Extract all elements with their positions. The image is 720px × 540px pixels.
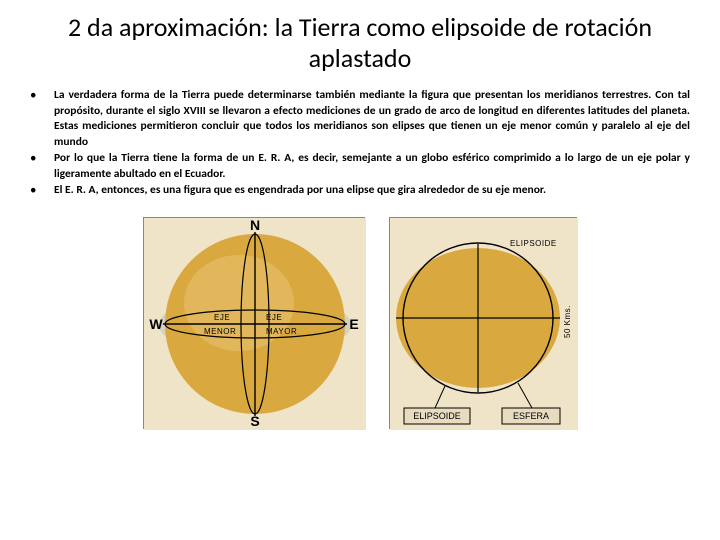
svg-text:N: N bbox=[250, 218, 260, 233]
bullet-dot: • bbox=[30, 151, 54, 182]
svg-text:W: W bbox=[149, 316, 163, 332]
bullet-text: La verdadera forma de la Tierra puede de… bbox=[54, 88, 690, 150]
list-item: • El E. R. A, entonces, es una figura qu… bbox=[30, 183, 690, 199]
svg-text:50 Kms.: 50 Kms. bbox=[563, 305, 572, 338]
bullet-text: El E. R. A, entonces, es una figura que … bbox=[54, 183, 690, 199]
bullet-text: Por lo que la Tierra tiene la forma de u… bbox=[54, 151, 690, 182]
figures-row: N S W E EJE EJE MENOR MAYOR bbox=[24, 217, 696, 429]
svg-text:ESFERA: ESFERA bbox=[513, 411, 549, 421]
svg-text:EJE: EJE bbox=[266, 313, 282, 322]
svg-text:EJE: EJE bbox=[214, 313, 230, 322]
slide: 2 da aproximación: la Tierra como elipso… bbox=[0, 0, 720, 540]
svg-text:S: S bbox=[250, 413, 259, 429]
list-item: • La verdadera forma de la Tierra puede … bbox=[30, 88, 690, 150]
figure-ellipsoid-vs-sphere: ELIPSOIDE 50 Kms. ELIPSOIDE ESFERA bbox=[389, 217, 577, 429]
figure-earth-axes: N S W E EJE EJE MENOR MAYOR bbox=[143, 217, 365, 429]
bullet-dot: • bbox=[30, 88, 54, 150]
slide-title: 2 da aproximación: la Tierra como elipso… bbox=[24, 12, 696, 74]
svg-text:E: E bbox=[349, 316, 358, 332]
list-item: • Por lo que la Tierra tiene la forma de… bbox=[30, 151, 690, 182]
svg-text:MENOR: MENOR bbox=[204, 327, 236, 336]
bullet-list: • La verdadera forma de la Tierra puede … bbox=[24, 88, 696, 199]
svg-text:ELIPSOIDE: ELIPSOIDE bbox=[510, 239, 557, 248]
svg-text:MAYOR: MAYOR bbox=[266, 327, 297, 336]
svg-text:ELIPSOIDE: ELIPSOIDE bbox=[413, 411, 461, 421]
bullet-dot: • bbox=[30, 183, 54, 199]
